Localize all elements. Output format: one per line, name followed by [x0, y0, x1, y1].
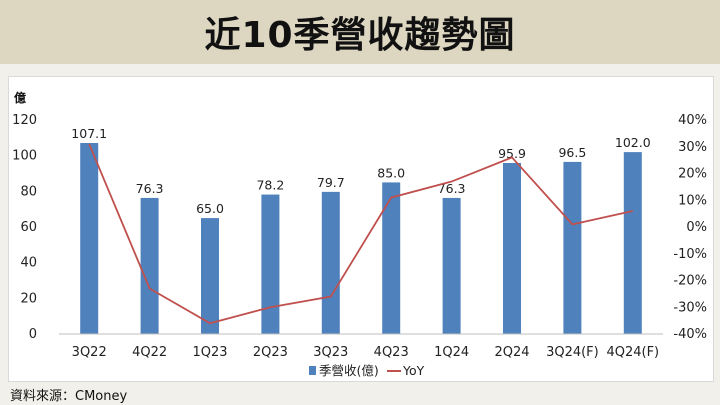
bar-value-label: 76.3 [438, 181, 466, 196]
y-right-tick-label: 20% [678, 167, 707, 182]
x-tick-label: 4Q23 [374, 345, 409, 360]
y-left-unit-label: 億 [14, 90, 26, 105]
x-tick-label: 3Q22 [72, 345, 107, 360]
y-right-tick-label: 30% [678, 140, 707, 155]
revenue-bar [382, 182, 401, 334]
x-tick-label: 1Q23 [192, 345, 227, 360]
revenue-bar [321, 191, 340, 334]
x-tick-label: 2Q24 [494, 345, 529, 360]
x-tick-label: 4Q22 [132, 345, 167, 360]
bar-value-label: 85.0 [377, 165, 405, 180]
chart-card: 億 0 20 40 60 80 100 120 -40% -30% -20% -10% 0% 10% 20%… [8, 76, 714, 382]
x-tick-label: 2Q23 [253, 345, 288, 360]
y-right-tick-label: -30% [673, 300, 707, 315]
legend-swatch-revenue [309, 366, 316, 375]
page-title: 近10季營收趨勢圖 [204, 15, 516, 56]
y-right-tick-label: 10% [678, 193, 707, 208]
revenue-bar [503, 162, 521, 334]
y-left-tick-label: 100 [12, 149, 37, 164]
x-tick-label: 4Q24(F) [606, 345, 659, 360]
revenue-bar [563, 161, 582, 334]
yoy-line [88, 143, 633, 325]
legend-label-yoy: YoY [402, 363, 425, 378]
y-left-tick-label: 40 [20, 256, 37, 271]
bar-value-label: 107.1 [71, 126, 107, 141]
x-tick-label: 3Q23 [313, 345, 348, 360]
y-left-tick-label: 120 [12, 113, 37, 128]
y-left-tick-label: 20 [20, 291, 37, 306]
source-note: 資料來源：CMoney [10, 389, 128, 404]
revenue-bar [80, 143, 99, 334]
x-tick-label: 1Q24 [434, 345, 469, 360]
y-right-tick-label: -40% [673, 327, 707, 342]
revenue-bar [261, 194, 280, 334]
title-band: 近10季營收趨勢圖 [0, 0, 720, 64]
bar-value-label: 96.5 [558, 145, 586, 160]
bar-value-label: 76.3 [136, 181, 164, 196]
x-tick-label: 3Q24(F) [546, 345, 599, 360]
revenue-chart: 億 0 20 40 60 80 100 120 -40% -30% -20% -10% 0% 10% 20%… [12, 90, 707, 378]
bar-value-label: 95.9 [498, 146, 526, 161]
y-right-tick-label: -20% [673, 274, 707, 289]
revenue-bar [140, 197, 159, 334]
revenue-bar [623, 152, 642, 334]
bar-value-label: 65.0 [196, 201, 224, 216]
revenue-bar [442, 197, 461, 334]
y-right-tick-label: 40% [678, 113, 707, 128]
legend-label-revenue: 季營收(億) [319, 363, 379, 378]
y-right-tick-label: -10% [673, 247, 707, 262]
y-right-tick-label: 0% [686, 220, 707, 235]
y-left-tick-label: 80 [20, 184, 37, 199]
bar-value-label: 102.0 [615, 135, 651, 150]
revenue-bar [201, 218, 219, 334]
y-left-tick-label: 60 [20, 220, 37, 235]
bar-value-label: 78.2 [256, 178, 284, 193]
y-left-tick-label: 0 [29, 327, 37, 342]
bar-value-label: 79.7 [317, 175, 345, 190]
